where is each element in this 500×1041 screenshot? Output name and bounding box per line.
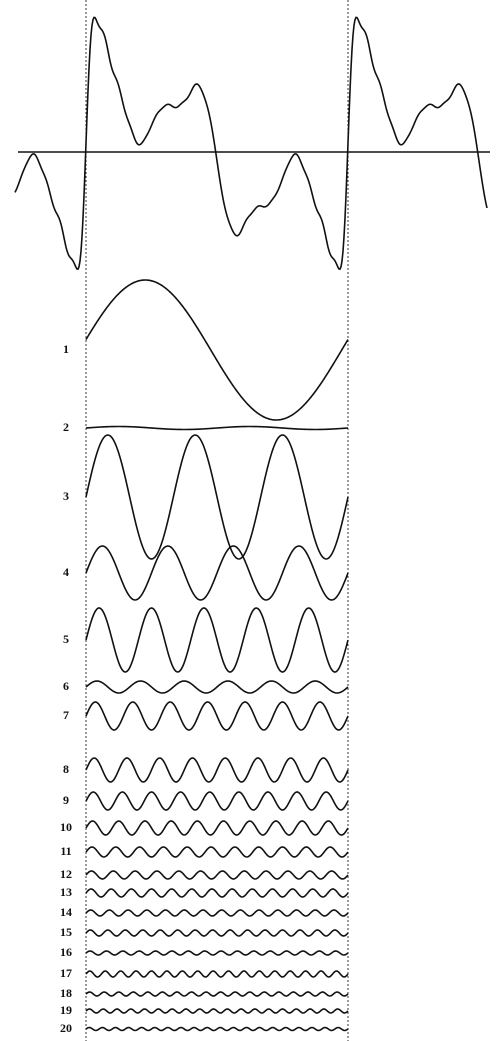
composite-wave <box>14 16 488 270</box>
harmonic-label: 12 <box>60 867 72 881</box>
harmonic-label: 3 <box>63 489 69 503</box>
harmonic-label: 11 <box>60 844 71 858</box>
harmonic-label: 14 <box>60 905 72 919</box>
harmonic-wave <box>85 680 349 694</box>
harmonic-label: 20 <box>60 1021 72 1035</box>
harmonic-label: 7 <box>63 708 69 722</box>
harmonic-label: 10 <box>60 820 72 834</box>
harmonic-label: 17 <box>60 966 72 980</box>
harmonic-label: 19 <box>60 1003 72 1017</box>
harmonic-label: 8 <box>63 762 69 776</box>
harmonic-wave <box>85 607 349 673</box>
harmonic-label: 2 <box>63 420 69 434</box>
harmonic-wave <box>85 1026 349 1032</box>
harmonic-label: 13 <box>60 885 72 899</box>
harmonic-label: 9 <box>63 793 69 807</box>
harmonic-wave <box>85 929 349 937</box>
harmonic-wave <box>85 870 349 880</box>
harmonic-wave <box>85 701 349 731</box>
harmonic-wave <box>85 279 349 421</box>
harmonic-wave <box>85 950 349 956</box>
harmonic-wave <box>85 757 349 783</box>
harmonic-wave <box>85 545 349 601</box>
harmonic-wave <box>85 991 349 997</box>
harmonic-label: 6 <box>63 679 69 693</box>
harmonic-wave <box>85 1008 349 1014</box>
harmonic-wave <box>85 791 349 811</box>
harmonic-wave <box>85 888 349 898</box>
harmonic-label: 5 <box>63 632 69 646</box>
harmonic-wave <box>85 970 349 978</box>
harmonic-waves <box>14 16 488 1032</box>
harmonic-label: 15 <box>60 925 72 939</box>
harmonic-wave <box>85 846 349 858</box>
harmonic-label: 16 <box>60 945 72 959</box>
harmonic-wave <box>85 909 349 917</box>
harmonic-label: 18 <box>60 986 72 1000</box>
harmonic-label: 4 <box>63 565 69 579</box>
harmonic-wave <box>85 425 349 431</box>
harmonic-wave <box>85 434 349 560</box>
harmonic-label: 1 <box>63 342 69 356</box>
harmonic-wave <box>85 820 349 836</box>
